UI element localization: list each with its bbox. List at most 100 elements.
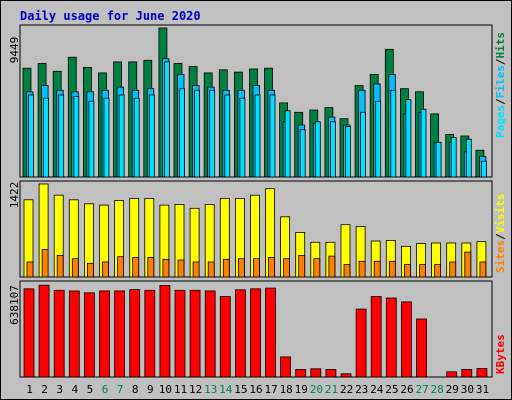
visits-sites-bar-day-5	[87, 262, 94, 278]
visits-legend: Sites/Visits	[494, 194, 507, 274]
legend-separator: /	[494, 58, 507, 65]
legend-hits: Hits	[494, 32, 507, 59]
visits-sites-bar-day-17	[268, 256, 275, 278]
day-label-10: 10	[159, 383, 172, 396]
visits-sites-bar-day-22	[343, 264, 351, 278]
day-label-28: 28	[431, 383, 444, 396]
hits-pages-bar-day-28	[435, 141, 442, 178]
hits-pages-bar-day-24	[375, 100, 382, 178]
visits-sites-bar-day-23	[358, 260, 366, 278]
visits-sites-bar-day-9	[147, 256, 155, 278]
kbytes-kbytes-bar-day-5	[84, 292, 95, 378]
visits-sites-bar-day-8	[132, 256, 140, 278]
day-label-17: 17	[264, 383, 277, 396]
visits-sites-bar-day-12	[192, 261, 200, 278]
visits-sites-bar-day-13	[207, 261, 215, 278]
day-label-8: 8	[132, 383, 139, 396]
day-label-4: 4	[71, 383, 78, 396]
kbytes-kbytes-bar-day-17	[265, 287, 276, 378]
day-label-9: 9	[147, 383, 154, 396]
kbytes-kbytes-bar-day-15	[234, 289, 246, 378]
hits-pages-bar-day-14	[224, 94, 231, 178]
kbytes-kbytes-bar-day-2	[38, 284, 50, 378]
day-label-11: 11	[174, 383, 187, 396]
kbytes-kbytes-bar-day-27	[416, 318, 427, 378]
hits-pages-bar-day-26	[405, 99, 412, 178]
kbytes-kbytes-bar-day-10	[159, 285, 171, 378]
day-label-19: 19	[295, 383, 308, 396]
day-label-26: 26	[400, 383, 413, 396]
visits-sites-bar-day-24	[373, 260, 381, 278]
day-label-5: 5	[87, 383, 94, 396]
kbytes-kbytes-bar-day-14	[219, 296, 231, 378]
kbytes-kbytes-bar-day-7	[114, 290, 125, 378]
day-label-25: 25	[385, 383, 398, 396]
kbytes-kbytes-bar-day-8	[129, 289, 141, 378]
kbytes-kbytes-bar-day-24	[370, 296, 382, 378]
kbytes-kbytes-bar-day-19	[295, 368, 307, 378]
hits-pages-bar-day-20	[314, 121, 321, 178]
day-label-23: 23	[355, 383, 368, 396]
kbytes-legend: KBytes	[494, 334, 507, 374]
hits-pages-bar-day-15	[239, 97, 246, 178]
day-label-1: 1	[26, 383, 33, 396]
visits-sites-bar-day-19	[298, 254, 306, 278]
chart-title: Daily usage for June 2020	[20, 9, 201, 23]
kbytes-kbytes-bar-day-6	[99, 290, 110, 378]
day-label-14: 14	[219, 383, 233, 396]
hits-pages-bar-day-25	[390, 89, 397, 178]
hits-pages-bar-day-17	[269, 94, 276, 178]
day-label-20: 20	[310, 383, 323, 396]
kbytes-kbytes-bar-day-12	[189, 289, 201, 378]
day-label-6: 6	[102, 383, 109, 396]
day-label-24: 24	[370, 383, 384, 396]
hits-pages-bar-day-1	[28, 94, 34, 178]
kbytes-kbytes-bar-day-30	[461, 368, 473, 378]
hits-pages-bar-day-31	[480, 160, 487, 178]
kbytes-kbytes-bar-day-22	[340, 373, 352, 378]
visits-sites-bar-day-10	[162, 258, 170, 278]
visits-sites-bar-day-21	[328, 255, 336, 278]
kbytes-kbytes-bar-day-4	[68, 290, 80, 378]
kbytes-kbytes-bar-day-16	[250, 288, 261, 378]
hits-pages-bar-day-12	[194, 89, 201, 178]
hits-pages-bar-day-29	[450, 137, 457, 178]
kbytes-kbytes-bar-day-13	[204, 290, 216, 378]
day-labels: 1 2 3 4 5 6 7 8 9 10 11 12 13 14 15 16 17 18 19 20 21 22 23 24 2…	[26, 383, 489, 396]
day-label-2: 2	[41, 383, 48, 396]
kbytes-kbytes-bar-day-3	[53, 289, 65, 378]
visits-sites-bar-day-28	[434, 264, 442, 278]
hits-pages-bar-day-6	[103, 97, 110, 178]
visits-sites-bar-day-25	[388, 260, 396, 278]
day-label-3: 3	[56, 383, 63, 396]
hits-pages-bar-day-7	[118, 94, 125, 178]
legend-separator: /	[494, 233, 507, 240]
visits-sites-bar-day-11	[177, 259, 185, 278]
visits-sites-bar-day-14	[222, 258, 230, 278]
legend-kbytes: KBytes	[494, 334, 507, 374]
hits-pages-bar-day-30	[465, 138, 472, 178]
day-label-31: 31	[476, 383, 489, 396]
hits-pages-bar-day-22	[345, 126, 351, 178]
visits-sites-bar-day-18	[283, 258, 291, 278]
hits-pages-bar-day-11	[179, 88, 185, 178]
bars-group	[22, 27, 488, 378]
hits-pages-bar-day-16	[254, 94, 261, 178]
visits-sites-bar-day-6	[102, 261, 109, 278]
legend-sites: Sites	[494, 240, 507, 273]
kbytes-kbytes-bar-day-25	[385, 297, 397, 378]
visits-sites-bar-day-27	[419, 264, 426, 278]
kbytes-kbytes-bar-day-1	[23, 288, 35, 378]
hits-pages-bar-day-18	[284, 110, 291, 178]
hits-pages-bar-day-13	[209, 89, 216, 178]
kbytes-kbytes-bar-day-29	[446, 371, 458, 378]
visits-sites-bar-day-20	[313, 258, 321, 278]
hits-pages-bar-day-10	[163, 61, 170, 178]
visits-sites-bar-day-30	[464, 251, 472, 278]
kbytes-kbytes-bar-day-23	[355, 308, 367, 378]
hits-pages-bar-day-5	[88, 100, 95, 178]
legend-files: Files	[494, 65, 507, 98]
visits-sites-bar-day-31	[479, 261, 487, 278]
